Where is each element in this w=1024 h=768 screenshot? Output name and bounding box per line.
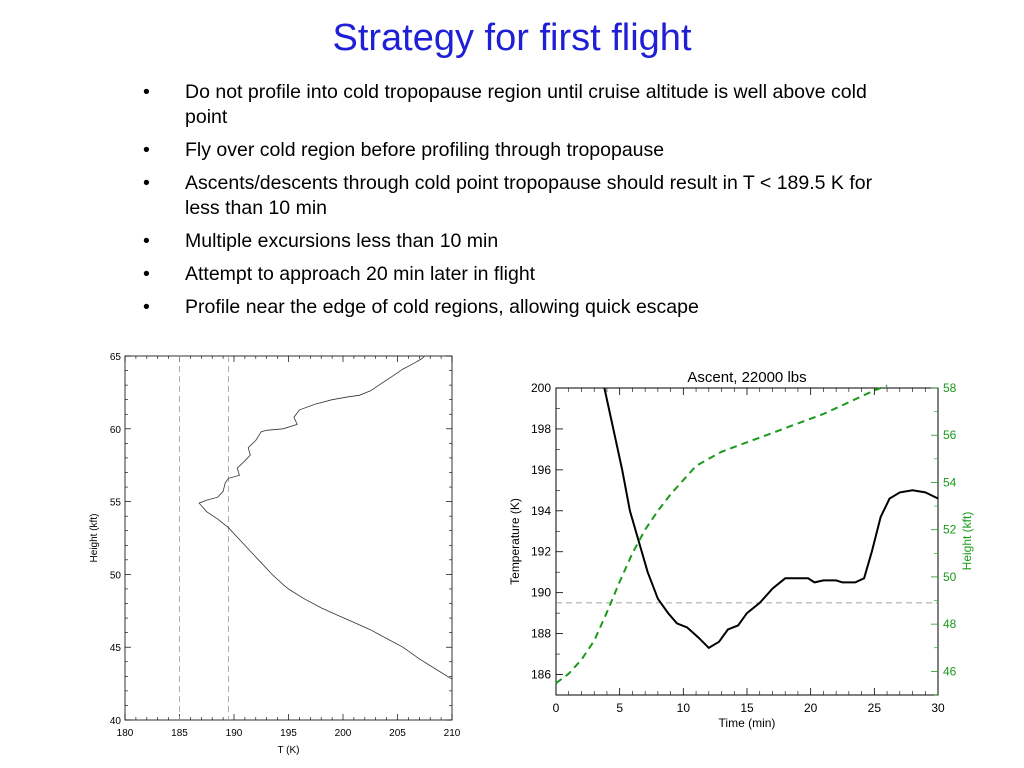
x-tick-label: 25 (868, 701, 882, 715)
bullet-item: • Fly over cold region before profiling t… (143, 138, 903, 163)
bullet-text: Attempt to approach 20 min later in flig… (185, 263, 536, 285)
y-tick-label: 196 (531, 463, 551, 477)
y-tick-label: 188 (531, 627, 551, 641)
y-tick-label: 190 (531, 586, 551, 600)
temperature-line (603, 387, 939, 650)
y2-tick-label: 52 (943, 523, 957, 537)
x-tick-label: 180 (117, 728, 134, 739)
y2-axis-title: Height (kft) (960, 512, 974, 571)
x-tick-label: 190 (226, 728, 243, 739)
bullet-item: • Do not profile into cold tropopause reg… (143, 80, 903, 130)
x-tick-label: 185 (171, 728, 188, 739)
x-axis-title: Time (min) (719, 716, 776, 730)
y-axis-title: Height (kft) (89, 514, 100, 563)
x-tick-label: 10 (677, 701, 691, 715)
y-tick-label: 55 (110, 498, 122, 509)
bullet-point-icon: • (143, 139, 150, 161)
y-tick-label: 186 (531, 668, 551, 682)
y2-tick-label: 54 (943, 475, 957, 489)
y-tick-label: 50 (110, 570, 122, 581)
chart-title: Ascent, 22000 lbs (687, 369, 806, 386)
y-tick-label: 45 (110, 643, 122, 654)
y2-tick-label: 48 (943, 617, 957, 631)
bullet-item: • Attempt to approach 20 min later in fli… (143, 262, 903, 287)
y-tick-label: 194 (531, 504, 551, 518)
bullet-point-icon: • (143, 81, 150, 103)
plot-frame (555, 387, 939, 696)
slide-title: Strategy for first flight (332, 17, 692, 59)
bullet-text: Do not profile into cold tropopause regi… (185, 81, 867, 128)
x-tick-label: 20 (804, 701, 818, 715)
y-tick-label: 60 (110, 425, 122, 436)
y-tick-label: 192 (531, 545, 551, 559)
y-tick-label: 198 (531, 422, 551, 436)
y2-tick-label: 58 (943, 381, 957, 395)
bullet-item: • Profile near the edge of cold regions, … (143, 295, 903, 320)
bullet-text: Ascents/descents through cold point trop… (185, 172, 873, 219)
temperature-profile-line (198, 355, 453, 680)
y-axis-title: Temperature (K) (508, 498, 522, 585)
x-tick-label: 0 (553, 701, 560, 715)
bullet-point-icon: • (143, 296, 150, 318)
y2-tick-label: 46 (943, 664, 957, 678)
x-tick-label: 15 (740, 701, 754, 715)
height-line (555, 384, 888, 685)
x-tick-label: 205 (389, 728, 406, 739)
y-tick-label: 40 (110, 716, 122, 727)
bullet-list: • Do not profile into cold tropopause reg… (143, 80, 903, 328)
y-tick-label: 65 (110, 352, 122, 363)
bullet-point-icon: • (143, 230, 150, 252)
y-tick-label: 200 (531, 381, 551, 395)
y2-tick-label: 56 (943, 428, 957, 442)
x-tick-label: 195 (280, 728, 297, 739)
x-tick-label: 30 (931, 701, 945, 715)
x-tick-label: 200 (335, 728, 352, 739)
bullet-item: • Multiple excursions less than 10 min (143, 229, 903, 254)
bullet-point-icon: • (143, 263, 150, 285)
bullet-text: Fly over cold region before profiling th… (185, 139, 665, 161)
bullet-point-icon: • (143, 172, 150, 194)
y2-tick-label: 50 (943, 570, 957, 584)
bullet-item: • Ascents/descents through cold point tro… (143, 171, 903, 221)
x-tick-label: 210 (444, 728, 461, 739)
bullet-text: Multiple excursions less than 10 min (185, 230, 499, 252)
x-tick-label: 5 (616, 701, 623, 715)
x-axis-title: T (K) (277, 745, 299, 756)
bullet-text: Profile near the edge of cold regions, a… (185, 296, 699, 318)
